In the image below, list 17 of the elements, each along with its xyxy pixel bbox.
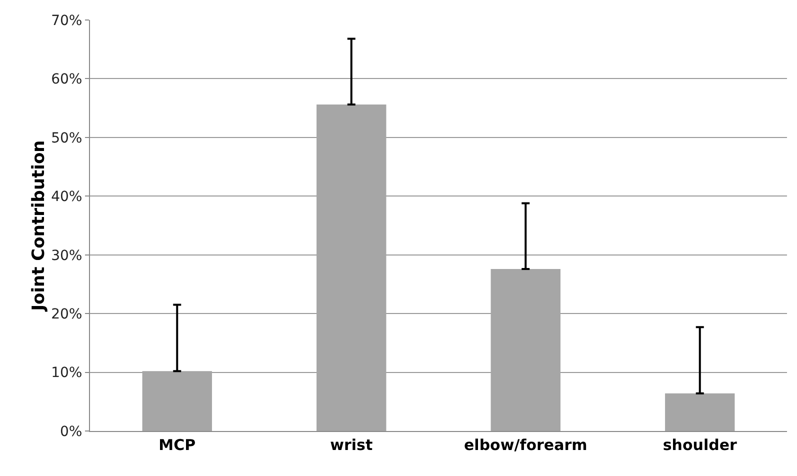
bar <box>665 393 735 431</box>
x-tick-label: elbow/forearm <box>464 436 588 454</box>
bar <box>316 104 386 431</box>
bar <box>490 268 560 431</box>
x-tick-label: shoulder <box>662 436 738 454</box>
x-tick-label: wrist <box>330 436 373 454</box>
y-tick-label: 40% <box>51 189 82 206</box>
y-tick-label: 30% <box>51 248 82 264</box>
x-tick-label: MCP <box>158 436 196 454</box>
y-tick-label: 70% <box>51 12 82 29</box>
y-tick-label: 0% <box>60 424 82 440</box>
y-tick-label: 60% <box>51 72 82 88</box>
y-tick-label: 10% <box>51 365 82 382</box>
y-axis-title: Joint Contribution <box>29 140 50 312</box>
y-tick-label: 50% <box>51 130 82 146</box>
y-tick-label: 20% <box>51 306 82 322</box>
bar <box>142 371 212 431</box>
